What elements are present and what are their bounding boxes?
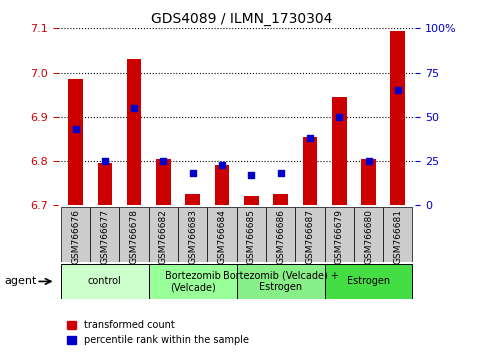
Text: GSM766682: GSM766682 xyxy=(159,209,168,264)
Text: control: control xyxy=(88,276,122,286)
Text: GSM766680: GSM766680 xyxy=(364,209,373,264)
Text: GSM766676: GSM766676 xyxy=(71,209,80,264)
Bar xyxy=(149,264,237,299)
Point xyxy=(277,171,284,176)
Bar xyxy=(156,159,171,205)
Bar xyxy=(61,264,149,299)
Bar xyxy=(90,207,119,262)
Text: Estrogen: Estrogen xyxy=(347,276,390,286)
Bar xyxy=(325,207,354,262)
Bar xyxy=(266,207,295,262)
Bar xyxy=(68,79,83,205)
Point xyxy=(159,158,167,164)
Legend: transformed count, percentile rank within the sample: transformed count, percentile rank withi… xyxy=(63,316,253,349)
Bar xyxy=(332,97,346,205)
Text: GSM766686: GSM766686 xyxy=(276,209,285,264)
Bar xyxy=(215,166,229,205)
Bar xyxy=(390,30,405,205)
Bar xyxy=(237,264,325,299)
Bar xyxy=(149,207,178,262)
Point xyxy=(101,158,109,164)
Point xyxy=(247,172,255,178)
Bar xyxy=(354,207,383,262)
Bar xyxy=(185,194,200,205)
Bar xyxy=(295,207,325,262)
Point xyxy=(394,87,402,93)
Bar xyxy=(244,196,258,205)
Text: GSM766685: GSM766685 xyxy=(247,209,256,264)
Bar xyxy=(302,137,317,205)
Text: GSM766678: GSM766678 xyxy=(129,209,139,264)
Text: GSM766687: GSM766687 xyxy=(305,209,314,264)
Text: GSM766684: GSM766684 xyxy=(217,209,227,264)
Bar xyxy=(383,207,412,262)
Text: GSM766681: GSM766681 xyxy=(393,209,402,264)
Bar xyxy=(98,163,112,205)
Bar xyxy=(178,207,207,262)
Bar xyxy=(237,207,266,262)
Bar xyxy=(207,207,237,262)
Bar xyxy=(127,59,142,205)
Text: GSM766683: GSM766683 xyxy=(188,209,197,264)
Point xyxy=(306,135,314,141)
Point xyxy=(71,126,79,132)
Point xyxy=(218,162,226,167)
Point xyxy=(130,105,138,111)
Point xyxy=(335,114,343,120)
Text: GSM766677: GSM766677 xyxy=(100,209,109,264)
Text: Bortezomib
(Velcade): Bortezomib (Velcade) xyxy=(165,270,221,292)
Bar xyxy=(273,194,288,205)
Bar xyxy=(119,207,149,262)
Text: Bortezomib (Velcade) +
Estrogen: Bortezomib (Velcade) + Estrogen xyxy=(223,270,339,292)
Bar xyxy=(61,207,90,262)
Point xyxy=(189,171,197,176)
Text: GDS4089 / ILMN_1730304: GDS4089 / ILMN_1730304 xyxy=(151,12,332,27)
Text: agent: agent xyxy=(5,276,37,286)
Bar xyxy=(361,159,376,205)
Text: GSM766679: GSM766679 xyxy=(335,209,344,264)
Bar xyxy=(325,264,412,299)
Point xyxy=(365,158,372,164)
